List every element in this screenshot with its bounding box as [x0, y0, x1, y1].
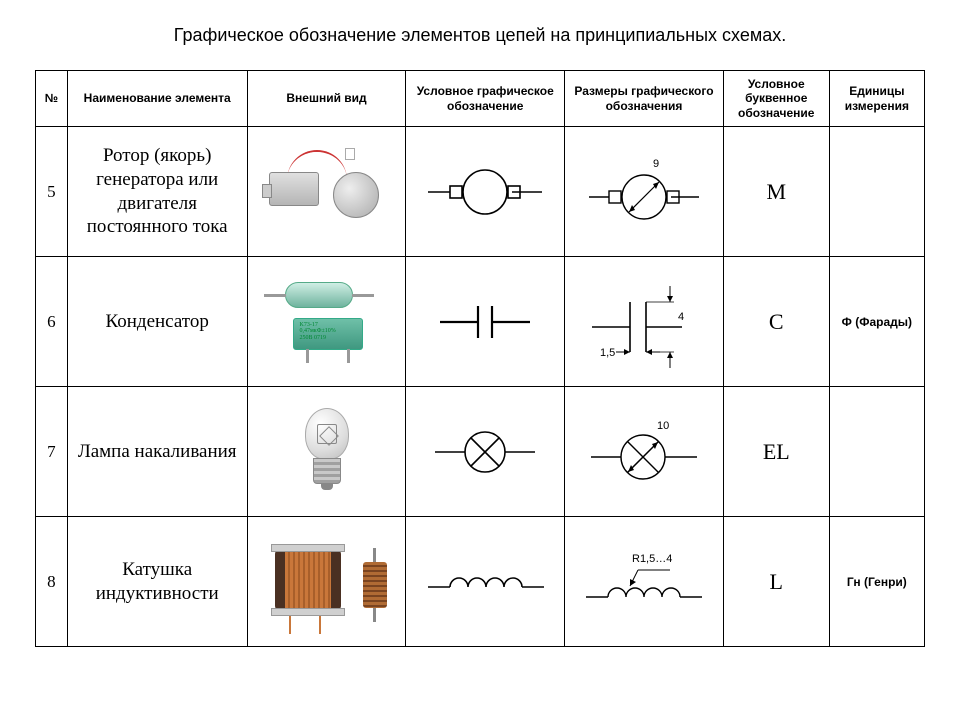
motor-symbol-icon	[420, 152, 550, 232]
cell-num: 5	[36, 127, 68, 257]
cell-image	[247, 517, 406, 647]
inductor-dimension-icon: R1,5…4	[574, 542, 714, 622]
col-header-dimensions: Размеры графического обозначения	[565, 71, 724, 127]
cell-num: 8	[36, 517, 68, 647]
table-row: 8 Катушка индуктивности	[36, 517, 925, 647]
cell-image: K73-170,47мкФ±10%250В 0719	[247, 257, 406, 387]
cell-symbol	[406, 517, 565, 647]
cell-dimensions: 9	[565, 127, 724, 257]
col-header-num: №	[36, 71, 68, 127]
cell-unit: Ф (Фарады)	[829, 257, 924, 387]
lamp-symbol-icon	[425, 417, 545, 487]
col-header-symbol: Условное графическое обозначение	[406, 71, 565, 127]
col-header-unit: Единицы измерения	[829, 71, 924, 127]
cell-name: Конденсатор	[67, 257, 247, 387]
cell-letter: L	[723, 517, 829, 647]
motor-photo	[257, 142, 397, 242]
cell-unit: Гн (Генри)	[829, 517, 924, 647]
svg-text:10: 10	[657, 420, 669, 432]
col-header-letter: Условное буквенное обозначение	[723, 71, 829, 127]
motor-dimension-icon: 9	[579, 147, 709, 237]
page-title: Графическое обозначение элементов цепей …	[35, 25, 925, 46]
cell-symbol	[406, 387, 565, 517]
col-header-name: Наименование элемента	[67, 71, 247, 127]
cell-dimensions: 10	[565, 387, 724, 517]
svg-text:9: 9	[653, 158, 659, 170]
cell-num: 7	[36, 387, 68, 517]
cell-image	[247, 127, 406, 257]
capacitor-symbol-icon	[430, 292, 540, 352]
cell-name: Лампа накаливания	[67, 387, 247, 517]
capacitor-photo: K73-170,47мкФ±10%250В 0719	[257, 272, 397, 372]
cell-symbol	[406, 257, 565, 387]
cell-letter: M	[723, 127, 829, 257]
table-row: 5 Ротор (якорь) генератора или двигателя…	[36, 127, 925, 257]
svg-text:1,5: 1,5	[600, 347, 615, 359]
table-row: 7 Лампа накаливания	[36, 387, 925, 517]
cell-num: 6	[36, 257, 68, 387]
cell-image	[247, 387, 406, 517]
cell-symbol	[406, 127, 565, 257]
svg-text:4: 4	[678, 311, 684, 323]
col-header-image: Внешний вид	[247, 71, 406, 127]
cell-unit	[829, 387, 924, 517]
cell-unit	[829, 127, 924, 257]
svg-text:R1,5…4: R1,5…4	[632, 553, 672, 565]
lamp-photo	[257, 402, 397, 502]
components-table: № Наименование элемента Внешний вид Усло…	[35, 70, 925, 647]
cell-dimensions: 1,5 4	[565, 257, 724, 387]
table-row: 6 Конденсатор K73-170,47мкФ±10%250В 0719	[36, 257, 925, 387]
lamp-dimension-icon: 10	[579, 407, 709, 497]
cell-letter: EL	[723, 387, 829, 517]
cell-dimensions: R1,5…4	[565, 517, 724, 647]
table-header-row: № Наименование элемента Внешний вид Усло…	[36, 71, 925, 127]
cell-letter: C	[723, 257, 829, 387]
capacitor-dimension-icon: 1,5 4	[574, 272, 714, 372]
cell-name: Ротор (якорь) генератора или двигателя п…	[67, 127, 247, 257]
inductor-photo	[257, 532, 397, 632]
inductor-symbol-icon	[420, 557, 550, 607]
cell-name: Катушка индуктивности	[67, 517, 247, 647]
